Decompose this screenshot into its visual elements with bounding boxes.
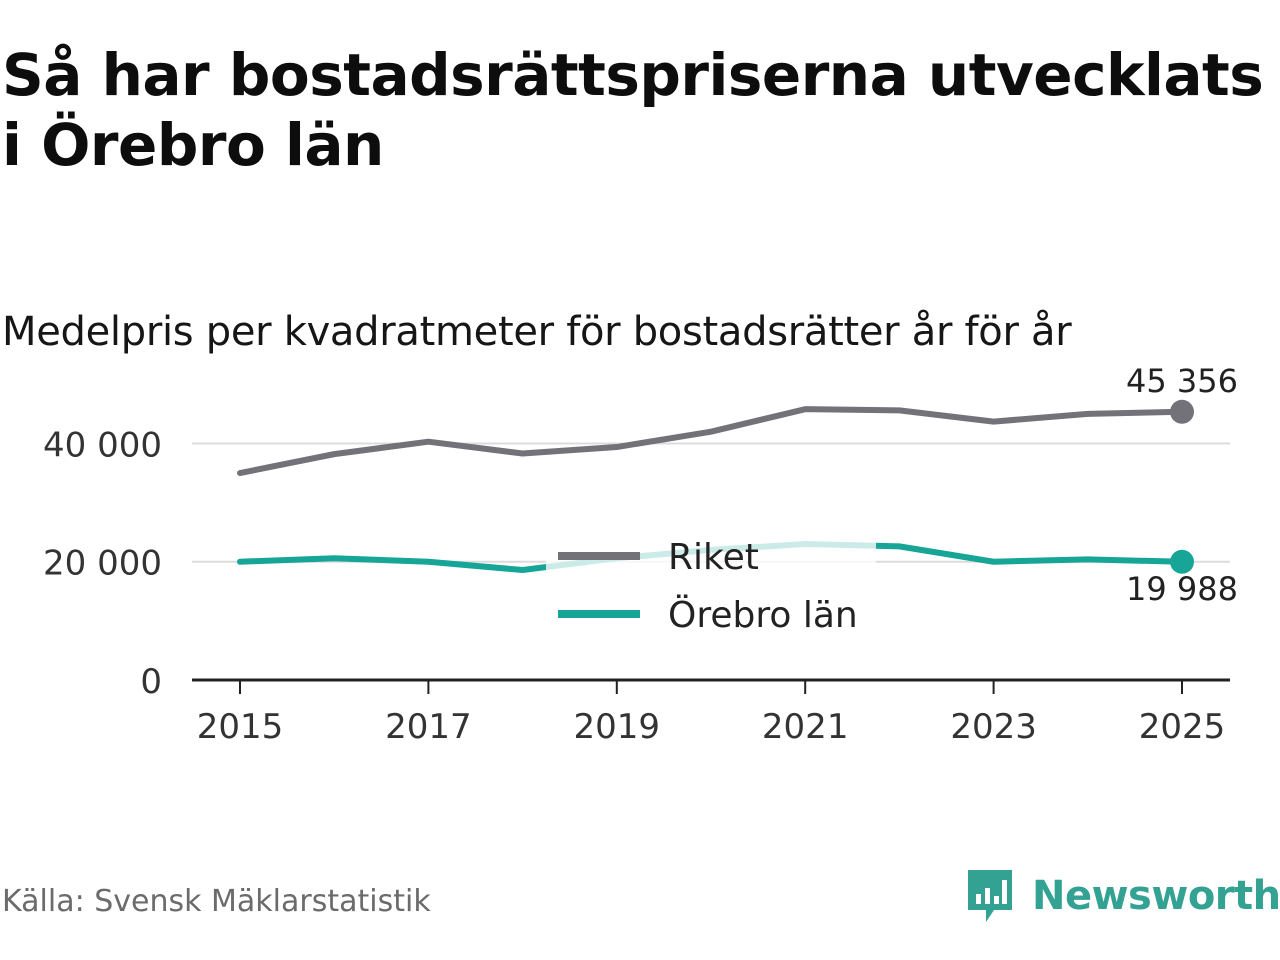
x-tick-label: 2021 bbox=[762, 707, 849, 747]
x-tick-label: 2023 bbox=[950, 707, 1037, 747]
x-tick-label: 2017 bbox=[385, 707, 472, 747]
brand-logo: Newsworthy bbox=[964, 864, 1280, 928]
y-tick-label: 40 000 bbox=[43, 425, 162, 465]
end-value-label: 45 356 bbox=[1126, 362, 1238, 400]
series-line-riket bbox=[237, 406, 1185, 477]
y-tick-label: 20 000 bbox=[43, 544, 162, 584]
source-note: Källa: Svensk Mäklarstatistik bbox=[2, 884, 431, 919]
legend: Riket Örebro län bbox=[546, 524, 876, 636]
y-tick-label: 0 bbox=[140, 662, 162, 702]
end-value-label: 19 988 bbox=[1126, 570, 1238, 608]
series-end-point bbox=[1170, 399, 1194, 424]
brand-name: Newsworthy bbox=[1032, 873, 1280, 919]
end-labels: 45 356 19 988 bbox=[1126, 362, 1238, 608]
y-axis-labels: 0 20 000 40 000 bbox=[43, 425, 162, 702]
x-tick-label: 2019 bbox=[574, 707, 661, 747]
series-end-point bbox=[1170, 549, 1194, 574]
legend-label: Örebro län bbox=[668, 594, 858, 636]
chart-title: Så har bostadsrättspriserna utvecklats i… bbox=[2, 41, 1264, 179]
x-axis-ticks: 2015 2017 2019 2021 2023 2025 bbox=[197, 680, 1226, 747]
x-tick-label: 2025 bbox=[1139, 707, 1226, 747]
x-tick-label: 2015 bbox=[197, 707, 284, 747]
chart-subtitle: Medelpris per kvadratmeter för bostadsrä… bbox=[2, 309, 1072, 355]
legend-label: Riket bbox=[668, 537, 759, 578]
newsworthy-logo-icon bbox=[968, 870, 1012, 922]
